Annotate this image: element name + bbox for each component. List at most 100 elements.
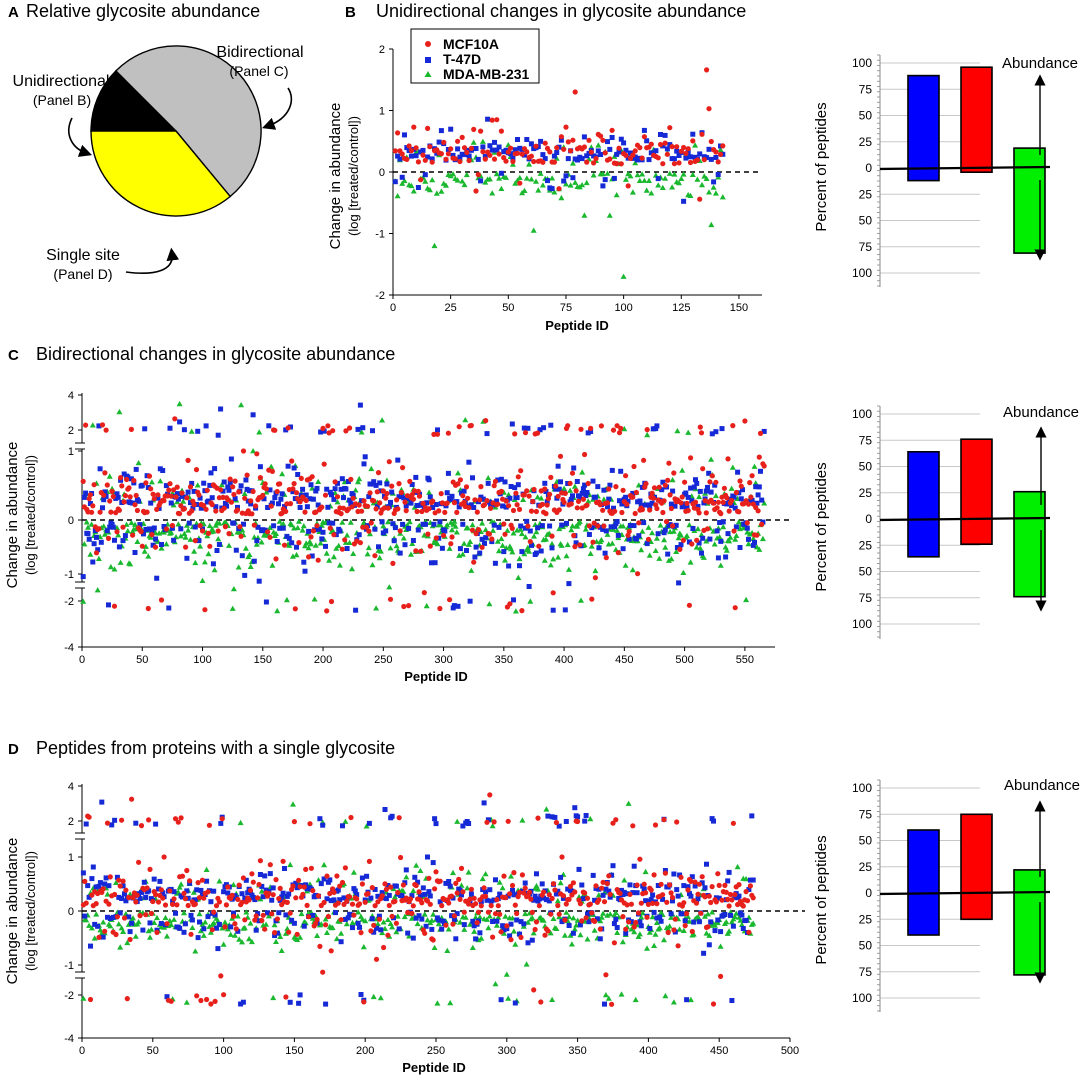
scatter-c-point-t47d (319, 536, 325, 542)
scatter-b-point-mcf10a (443, 156, 449, 162)
scatter-c-point-t47d (695, 503, 701, 509)
scatter-c-point-t47d (190, 505, 196, 511)
scatter-c-point-mcf10a (518, 468, 524, 474)
scatter-c-point-mcf10a (469, 527, 476, 533)
scatter-d-point-mda-mb-231 (493, 922, 500, 928)
scatter-c-point-t47d (295, 472, 301, 477)
scatter-d-point-t47d (335, 887, 341, 893)
scatter-c-point-mcf10a (402, 499, 408, 505)
scatter-c-point-mcf10a (509, 525, 515, 532)
scatter-c-point-mda-mb-231 (505, 491, 512, 497)
scatter-c-point-mcf10a (524, 488, 530, 494)
scatter-b-point-mda-mb-231 (528, 176, 535, 182)
panel-d-title: Peptides from proteins with a single gly… (36, 738, 395, 758)
scatter-d-point-mcf10a (252, 917, 258, 923)
scatter-b-point-t47d (674, 148, 680, 154)
scatter-b-point-mcf10a (687, 159, 694, 166)
scatter-d-point-mcf10a (437, 878, 443, 884)
scatter-c-point-mcf10a (667, 492, 673, 498)
scatter-d-point-mcf10a (613, 817, 619, 823)
scatter-c-point-t47d (424, 500, 430, 506)
scatter-c-point-mda-mb-231 (383, 477, 390, 483)
scatter-d-point-t47d (403, 867, 409, 873)
scatter-c-point-mcf10a (298, 475, 304, 481)
scatter-b-point-t47d (478, 178, 484, 184)
legend-box (410, 28, 540, 84)
scatter-c-point-t47d (207, 482, 213, 488)
scatter-c-point-mcf10a (83, 422, 89, 428)
scatter-d-point-mcf10a (706, 893, 712, 899)
scatter-d-point-mcf10a (600, 879, 606, 885)
scatter-c-point-mcf10a (507, 601, 513, 607)
scatter-d-point-mcf10a (104, 820, 111, 826)
scatter-b-point-t47d (704, 155, 710, 161)
scatter-c-point-mda-mb-231 (538, 495, 545, 501)
scatter-c-point-t47d (755, 492, 761, 498)
scatter-c-point-mcf10a (189, 508, 195, 514)
scatter-d-point-mda-mb-231 (535, 886, 541, 892)
scatter-c-point-mda-mb-231 (451, 518, 458, 524)
scatter-c-point-t47d (526, 584, 532, 589)
scatter-c-point-mda-mb-231 (311, 596, 318, 602)
scatter-c-point-mda-mb-231 (323, 550, 330, 556)
scatter-b-point-t47d (683, 155, 689, 161)
scatter-d-point-t47d (621, 889, 627, 895)
scatter-d-point-t47d (337, 897, 343, 903)
scatter-d-point-t47d (517, 931, 522, 937)
scatter-b-point-t47d (524, 137, 530, 142)
scatter-d-point-mcf10a (362, 899, 368, 905)
bar-c-bar-t-47d (907, 450, 940, 558)
scatter-c-point-mda-mb-231 (444, 522, 451, 528)
scatter-b-point-t47d (485, 116, 491, 122)
scatter-c-point-mcf10a (111, 603, 118, 609)
scatter-b-point-mcf10a (473, 188, 479, 194)
scatter-d-xtick-label: 500 (781, 1045, 799, 1057)
scatter-c-point-mda-mb-231 (453, 529, 460, 535)
scatter-d-point-mda-mb-231 (614, 929, 621, 935)
scatter-b-point-t47d (561, 178, 567, 184)
scatter-d-point-mcf10a (260, 912, 266, 918)
scatter-c-point-t47d (279, 491, 285, 497)
scatter-d-point-mcf10a (229, 892, 235, 899)
scatter-c-point-mda-mb-231 (761, 500, 768, 506)
scatter-d-point-t47d (613, 916, 619, 922)
scatter-c-point-mda-mb-231 (646, 552, 653, 558)
scatter-c-point-t47d (196, 538, 202, 544)
scatter-d-point-mcf10a (485, 909, 491, 915)
scatter-c-point-mda-mb-231 (123, 521, 130, 527)
scatter-c-point-mda-mb-231 (733, 532, 740, 538)
scatter-b-point-mda-mb-231 (482, 179, 489, 185)
scatter-c-point-t47d (313, 488, 319, 494)
scatter-c-point-mda-mb-231 (269, 562, 276, 568)
scatter-c-point-mda-mb-231 (629, 567, 636, 573)
scatter-d-point-t47d (225, 890, 231, 896)
scatter-d-point-mcf10a (379, 893, 385, 899)
scatter-b-point-t47d (563, 173, 569, 179)
scatter-b-point-t47d (522, 152, 527, 158)
scatter-c-point-mda-mb-231 (728, 485, 735, 491)
scatter-c-point-t47d (372, 526, 378, 532)
scatter-b-point-mda-mb-231 (394, 193, 401, 199)
scatter-d-point-mda-mb-231 (258, 888, 265, 894)
scatter-c-point-mcf10a (623, 473, 629, 479)
scatter-c-point-mcf10a (395, 506, 401, 512)
scatter-d-point-t47d (385, 883, 391, 888)
scatter-d-point-mcf10a (113, 931, 119, 938)
scatter-c-point-mda-mb-231 (241, 490, 248, 496)
scatter-d-point-t47d (287, 999, 293, 1005)
scatter-c-point-mcf10a (449, 534, 455, 540)
scatter-b-point-t47d (450, 152, 456, 158)
scatter-c-point-mda-mb-231 (750, 535, 757, 541)
scatter-d-point-mcf10a (743, 889, 749, 895)
scatter-c-point-mda-mb-231 (614, 527, 621, 533)
scatter-d-point-mcf10a (307, 821, 313, 827)
scatter-c-point-t47d (470, 475, 475, 481)
scatter-d-point-t47d (382, 807, 388, 812)
scatter-c-ytick-label: 1 (68, 446, 74, 458)
scatter-d-point-mda-mb-231 (540, 917, 547, 923)
scatter-c-point-mcf10a (91, 482, 97, 488)
scatter-c-point-t47d (228, 456, 234, 462)
scatter-d-point-t47d (313, 892, 319, 898)
scatter-c-point-t47d (95, 547, 101, 553)
scatter-b-point-mda-mb-231 (429, 177, 436, 183)
